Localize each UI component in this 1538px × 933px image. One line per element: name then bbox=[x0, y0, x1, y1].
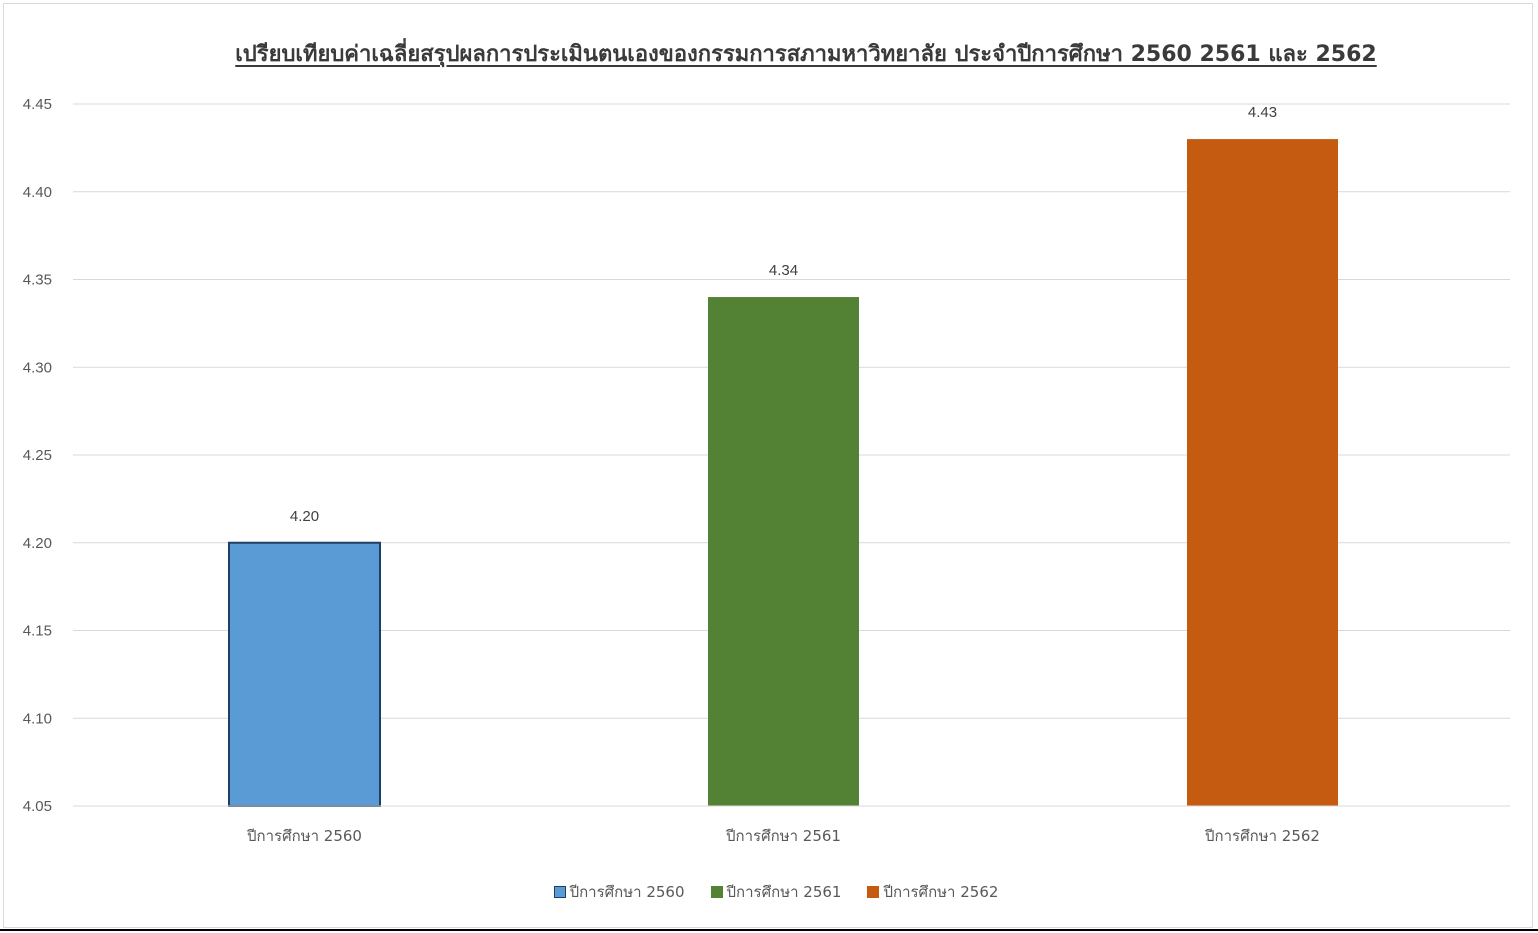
legend-label-2562: ปีการศึกษา 2562 bbox=[883, 883, 999, 901]
x-category-label-1: ปีการศึกษา 2561 bbox=[725, 827, 841, 845]
legend-label-2561: ปีการศึกษา 2561 bbox=[726, 883, 842, 901]
y-tick-label-2: 4.15 bbox=[23, 623, 52, 640]
y-tick-label-5: 4.30 bbox=[23, 359, 52, 376]
x-category-label-0: ปีการศึกษา 2560 bbox=[246, 827, 362, 845]
legend-item-2561: ปีการศึกษา 2561 bbox=[710, 880, 842, 904]
legend-label-2560: ปีการศึกษา 2560 bbox=[569, 883, 685, 901]
bottom-border-line bbox=[0, 929, 1538, 931]
y-tick-label-6: 4.35 bbox=[23, 272, 52, 289]
legend-item-2562: ปีการศึกษา 2562 bbox=[867, 880, 998, 904]
chart-legend: ปีการศึกษา 2560 ปีการศึกษา 2561 ปีการศึก… bbox=[0, 880, 1538, 904]
data-label-1: 4.34 bbox=[769, 262, 798, 279]
y-tick-label-3: 4.20 bbox=[23, 535, 52, 552]
data-label-0: 4.20 bbox=[290, 508, 319, 525]
y-tick-label-1: 4.10 bbox=[23, 710, 52, 727]
legend-item-2560: ปีการศึกษา 2560 bbox=[553, 880, 685, 904]
chart-title: เปรียบเทียบค่าเฉลี่ยสรุปผลการประเมินตนเอ… bbox=[235, 42, 1377, 67]
legend-swatch-2560 bbox=[553, 886, 566, 898]
legend-swatch-2561 bbox=[710, 886, 723, 898]
y-tick-label-0: 4.05 bbox=[23, 798, 52, 815]
y-tick-label-8: 4.45 bbox=[23, 96, 52, 113]
bar-1 bbox=[708, 297, 859, 806]
x-category-label-2: ปีการศึกษา 2562 bbox=[1204, 827, 1320, 845]
y-tick-label-4: 4.25 bbox=[23, 447, 52, 464]
bar-0 bbox=[228, 541, 381, 807]
y-tick-label-7: 4.40 bbox=[23, 184, 52, 201]
legend-swatch-2562 bbox=[867, 886, 880, 898]
data-label-2: 4.43 bbox=[1248, 104, 1277, 121]
bar-2 bbox=[1187, 139, 1338, 807]
